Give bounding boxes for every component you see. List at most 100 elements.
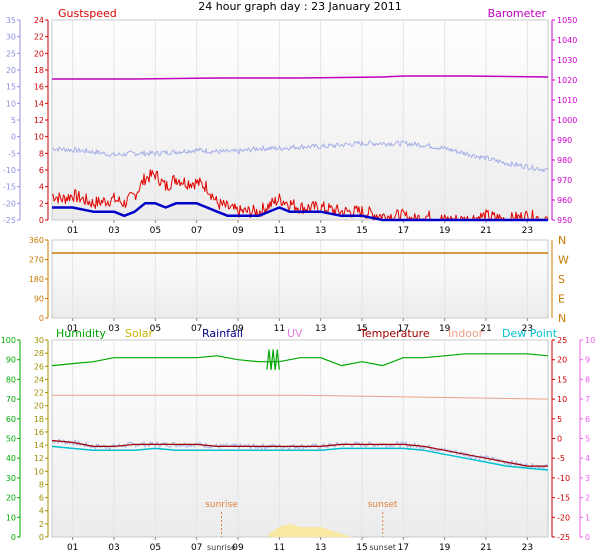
wind-panel-x-tick-label: 07 <box>191 226 202 236</box>
temperature-panel-x-tick-label: 01 <box>67 543 78 553</box>
legend-rainfall: Rainfall <box>202 327 243 340</box>
uv-axis-tick-label: 6 <box>585 415 590 424</box>
temperature-axis-tick-label: -5 <box>557 454 565 463</box>
blue-axis-tick-label: -5 <box>8 149 16 158</box>
humidity-axis-tick-label: 50 <box>6 435 16 444</box>
humidity-axis-tick-label: 40 <box>6 454 16 463</box>
temperature-axis-tick-label: -25 <box>557 533 570 542</box>
humidity-axis-tick-label: 70 <box>6 395 16 404</box>
direction-panel-x-tick-label: 21 <box>480 324 491 334</box>
bearing-axis-tick-label: 180 <box>29 275 44 284</box>
gust-axis-tick-label: 16 <box>34 83 44 92</box>
series-line-barometer <box>52 75 549 80</box>
direction-panel-x-tick-label: 03 <box>108 324 119 334</box>
uv-axis-tick-label: 1 <box>585 513 590 522</box>
barometer-axis-tick-label: 970 <box>557 176 572 185</box>
wind-panel-x-tick-label: 19 <box>439 226 451 236</box>
gust-axis-tick-label: 8 <box>39 149 44 158</box>
humidity-axis-tick-label: 90 <box>6 356 16 365</box>
uv-axis-tick-label: 7 <box>585 395 590 404</box>
blue-axis-tick-label: -10 <box>3 166 16 175</box>
bearing-axis-tick-label: 0 <box>39 314 44 323</box>
barometer-axis-tick-label: 1010 <box>557 96 577 105</box>
rainfall-axis-tick-label: 26 <box>34 362 44 371</box>
gust-axis-tick-label: 12 <box>34 116 44 125</box>
barometer-axis-tick-label: 960 <box>557 196 572 205</box>
humidity-axis-tick-label: 20 <box>6 494 16 503</box>
wind-panel-frame <box>51 19 549 221</box>
wind-panel-x-tick-label: 23 <box>522 226 533 236</box>
direction-panel-x-tick-label: 05 <box>150 324 161 334</box>
sunrise-axis-label: sunrise <box>207 543 236 552</box>
rainfall-axis-tick-label: 6 <box>39 494 44 503</box>
direction-panel-x-tick-label: 01 <box>67 324 78 334</box>
wind-panel-x-tick-label: 01 <box>67 226 78 236</box>
uv-axis-tick-label: 4 <box>585 454 590 463</box>
uv-axis-tick-label: 0 <box>585 533 590 542</box>
uv-axis-tick-label: 8 <box>585 375 590 384</box>
temperature-panel-x-tick-label: 23 <box>522 543 533 553</box>
legend-humidity: Humidity <box>56 327 106 340</box>
direction-panel-x-tick-label: 13 <box>315 324 326 334</box>
direction-panel-x-tick-label: 23 <box>522 324 533 334</box>
humidity-axis-tick-label: 30 <box>6 474 16 483</box>
temperature-panel-x-tick-label: 17 <box>398 543 409 553</box>
rainfall-axis-tick-label: 2 <box>39 520 44 529</box>
temperature-panel-x-tick-label: 03 <box>108 543 119 553</box>
wind-panel-x-tick-label: 03 <box>108 226 119 236</box>
bearing-axis-tick-label: 90 <box>34 295 44 304</box>
gust-axis-tick-label: 24 <box>34 16 44 25</box>
wind-panel-x-tick-label: 05 <box>150 226 161 236</box>
rainfall-axis-tick-label: 10 <box>34 467 44 476</box>
temperature-panel-x-tick-label: 21 <box>480 543 491 553</box>
barometer-axis-tick-label: 1020 <box>557 76 577 85</box>
barometer-axis-tick-label: 1030 <box>557 56 577 65</box>
blue-axis-tick-label: 0 <box>11 133 16 142</box>
temperature-axis-tick-label: 20 <box>557 356 567 365</box>
temperature-panel-x-tick-label: 13 <box>315 543 326 553</box>
temperature-axis-tick-label: 25 <box>557 336 567 345</box>
blue-axis-tick-label: 35 <box>6 16 16 25</box>
temperature-axis-tick-label: -10 <box>557 474 570 483</box>
direction-panel-x-tick-label: 15 <box>356 324 367 334</box>
blue-axis-tick-label: 15 <box>6 83 16 92</box>
bearing-axis-tick-label: 360 <box>29 236 44 245</box>
humidity-axis-tick-label: 80 <box>6 375 16 384</box>
temperature-panel-x-tick-label: 09 <box>232 543 244 553</box>
temperature-panel-x-tick-label: 19 <box>439 543 451 553</box>
bearing-axis-tick-label: 270 <box>29 256 44 265</box>
humidity-axis-tick-label: 100 <box>1 336 16 345</box>
barometer-axis-tick-label: 1000 <box>557 116 577 125</box>
blue-axis-tick-label: -15 <box>3 183 16 192</box>
rainfall-axis-tick-label: 18 <box>34 415 44 424</box>
rainfall-axis-tick-label: 14 <box>34 441 44 450</box>
temperature-axis-tick-label: -20 <box>557 513 570 522</box>
legend-dew-point: Dew Point <box>502 327 558 340</box>
gust-axis-tick-label: 20 <box>34 49 44 58</box>
series-line-indoor <box>52 394 549 400</box>
rainfall-axis-tick-label: 24 <box>34 375 44 384</box>
humidity-axis-tick-label: 10 <box>6 513 16 522</box>
rainfall-axis-tick-label: 22 <box>34 389 44 398</box>
humidity-axis-tick-label: 60 <box>6 415 16 424</box>
wind-panel-x-tick-label: 15 <box>356 226 367 236</box>
barometer-axis-tick-label: 950 <box>557 216 572 225</box>
blue-axis-tick-label: 20 <box>6 66 16 75</box>
direction-panel-x-tick-label: 19 <box>439 324 451 334</box>
barometer-axis-tick-label: 1040 <box>557 36 577 45</box>
legend-solar: Solar <box>125 327 154 340</box>
gust-axis-tick-label: 14 <box>34 99 44 108</box>
uv-axis-tick-label: 5 <box>585 435 590 444</box>
compass-label: N <box>558 234 566 247</box>
temperature-axis-tick-label: 15 <box>557 375 567 384</box>
direction-panel-x-tick-label: 17 <box>398 324 409 334</box>
series-line-humidity <box>51 353 549 367</box>
temperature-axis-tick-label: -15 <box>557 494 570 503</box>
direction-panel-frame <box>51 239 549 319</box>
wind-panel-x-tick-label: 21 <box>480 226 491 236</box>
series-line-uv-spike <box>266 349 280 371</box>
wind-panel-x-tick-label: 09 <box>232 226 244 236</box>
gust-axis-tick-label: 0 <box>39 216 44 225</box>
